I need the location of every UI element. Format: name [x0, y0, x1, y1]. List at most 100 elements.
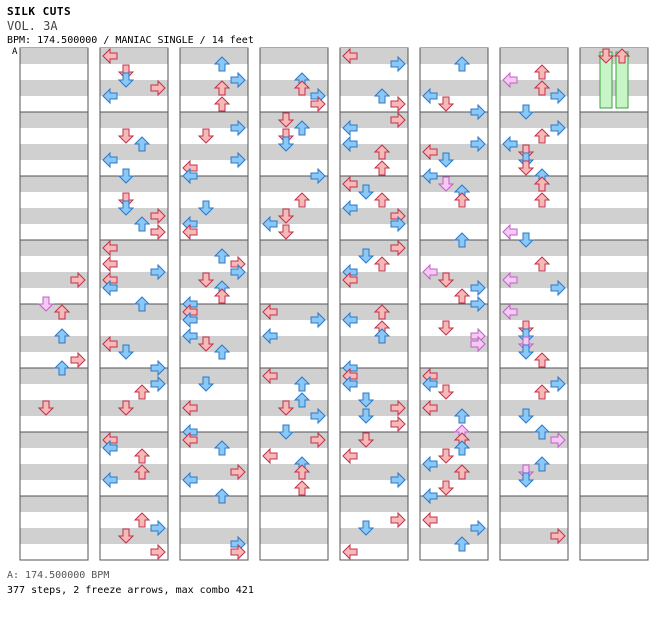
step-arrow	[357, 432, 375, 448]
step-arrow	[117, 200, 135, 216]
beat-stripe	[420, 432, 488, 448]
beat-stripe	[100, 112, 168, 128]
beat-stripe	[420, 272, 488, 288]
step-arrow	[262, 215, 278, 233]
beat-stripe	[260, 464, 328, 480]
step-arrow	[533, 456, 551, 472]
step-arrow	[390, 215, 406, 233]
step-arrow	[150, 79, 166, 97]
beat-stripe	[100, 336, 168, 352]
step-arrow	[117, 128, 135, 144]
step-arrow	[422, 263, 438, 281]
step-arrow	[550, 375, 566, 393]
beat-stripe	[260, 208, 328, 224]
step-arrow	[390, 399, 406, 417]
beat-stripe	[340, 304, 408, 320]
step-arrow	[213, 56, 231, 72]
step-arrow	[533, 176, 551, 192]
step-arrow	[373, 160, 391, 176]
step-arrow	[293, 480, 311, 496]
step-arrow	[102, 87, 118, 105]
step-arrow	[293, 192, 311, 208]
beat-stripe	[100, 240, 168, 256]
beat-stripe	[260, 176, 328, 192]
step-arrow	[182, 223, 198, 241]
step-arrow	[102, 439, 118, 457]
step-arrow	[117, 344, 135, 360]
song-title: SILK CUTS	[7, 5, 72, 18]
beat-stripe	[20, 528, 88, 544]
beat-stripe	[340, 112, 408, 128]
step-arrow	[277, 208, 295, 224]
step-arrow	[550, 431, 566, 449]
beat-stripe	[580, 48, 648, 64]
step-arrow	[437, 96, 455, 112]
beat-stripe	[20, 464, 88, 480]
step-arrow	[533, 256, 551, 272]
step-arrow	[437, 384, 455, 400]
beat-stripe	[260, 336, 328, 352]
step-arrow	[533, 128, 551, 144]
beat-stripe	[180, 240, 248, 256]
step-arrow	[342, 119, 358, 137]
step-arrow	[277, 400, 295, 416]
beat-stripe	[180, 272, 248, 288]
step-arrow	[517, 104, 535, 120]
beat-stripe	[260, 496, 328, 512]
step-arrow	[533, 424, 551, 440]
step-arrow	[213, 488, 231, 504]
step-arrow	[310, 431, 326, 449]
volume-label: VOL. 3A	[7, 19, 58, 33]
beat-stripe	[580, 240, 648, 256]
step-arrow	[182, 431, 198, 449]
chart-column-1	[19, 47, 89, 561]
beat-stripe	[100, 48, 168, 64]
step-arrow	[277, 424, 295, 440]
step-arrow	[517, 408, 535, 424]
step-arrow	[213, 248, 231, 264]
step-arrow	[453, 192, 471, 208]
beat-stripe	[180, 496, 248, 512]
step-arrow	[230, 543, 246, 561]
step-arrow	[517, 472, 535, 488]
step-arrow	[182, 167, 198, 185]
step-arrow	[357, 520, 375, 536]
step-arrow	[437, 320, 455, 336]
step-arrow	[182, 399, 198, 417]
beat-stripe	[500, 304, 568, 320]
chart-meta: BPM: 174.500000 / MANIAC SINGLE / 14 fee…	[7, 35, 254, 46]
beat-stripe	[180, 528, 248, 544]
step-arrow	[453, 56, 471, 72]
step-arrow	[390, 55, 406, 73]
step-arrow	[102, 471, 118, 489]
step-arrow	[373, 304, 391, 320]
beat-stripe	[500, 240, 568, 256]
beat-stripe	[100, 272, 168, 288]
beat-stripe	[420, 80, 488, 96]
step-arrow	[453, 288, 471, 304]
step-arrow	[197, 376, 215, 392]
step-arrow	[437, 480, 455, 496]
step-arrow	[150, 207, 166, 225]
beat-stripe	[500, 208, 568, 224]
beat-stripe	[100, 208, 168, 224]
beat-stripe	[180, 336, 248, 352]
step-arrow	[517, 160, 535, 176]
step-arrow	[150, 223, 166, 241]
step-arrow	[453, 440, 471, 456]
beat-stripe	[180, 176, 248, 192]
step-arrow	[533, 64, 551, 80]
step-arrow	[197, 128, 215, 144]
beat-stripe	[180, 304, 248, 320]
step-arrow	[342, 543, 358, 561]
beat-stripe	[260, 48, 328, 64]
beat-stripe	[500, 368, 568, 384]
step-arrow	[293, 80, 311, 96]
step-arrow	[197, 200, 215, 216]
step-arrow	[70, 271, 86, 289]
step-arrow	[533, 80, 551, 96]
beat-stripe	[20, 400, 88, 416]
step-arrow	[342, 199, 358, 217]
step-arrow	[133, 512, 151, 528]
step-arrow	[357, 184, 375, 200]
